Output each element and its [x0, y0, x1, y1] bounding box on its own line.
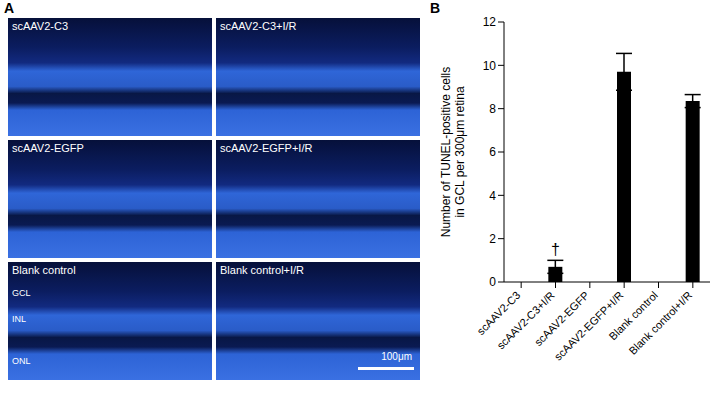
svg-text:scAAV2-EGFP: scAAV2-EGFP — [531, 288, 592, 349]
svg-text:Blank control+I/R: Blank control+I/R — [626, 289, 694, 357]
svg-text:0: 0 — [489, 275, 496, 289]
svg-text:scAAV2-C3+I/R: scAAV2-C3+I/R — [494, 289, 557, 352]
html-text:Blank control: Blank control — [12, 264, 76, 276]
html-text:scAAV2-EGFP+I/R: scAAV2-EGFP+I/R — [220, 142, 313, 154]
html-text:scAAV2-EGFP: scAAV2-EGFP — [12, 142, 84, 154]
html-text:ONL: ONL — [12, 356, 31, 366]
svg-text:scAAV2-EGFP+I/R: scAAV2-EGFP+I/R — [551, 288, 626, 363]
svg-text:10: 10 — [483, 59, 497, 73]
html-text:B: B — [430, 0, 441, 16]
svg-text:2: 2 — [489, 232, 496, 246]
html-text:100μm: 100μm — [381, 351, 412, 362]
svg-text:8: 8 — [489, 102, 496, 116]
svg-text:Number of TUNEL-positive cells: Number of TUNEL-positive cellsin GCL per… — [439, 67, 467, 238]
html-text:scAAV2-C3: scAAV2-C3 — [12, 20, 68, 32]
svg-text:4: 4 — [489, 189, 496, 203]
html-text:A: A — [4, 0, 15, 16]
html-text:Blank control+I/R: Blank control+I/R — [220, 264, 305, 276]
html-text:GCL: GCL — [12, 288, 31, 298]
html-text:INL: INL — [12, 314, 26, 324]
svg-text:12: 12 — [483, 15, 497, 29]
svg-text:†: † — [551, 241, 560, 258]
html-text:scAAV2-C3+I/R: scAAV2-C3+I/R — [220, 20, 297, 32]
svg-text:6: 6 — [489, 145, 496, 159]
